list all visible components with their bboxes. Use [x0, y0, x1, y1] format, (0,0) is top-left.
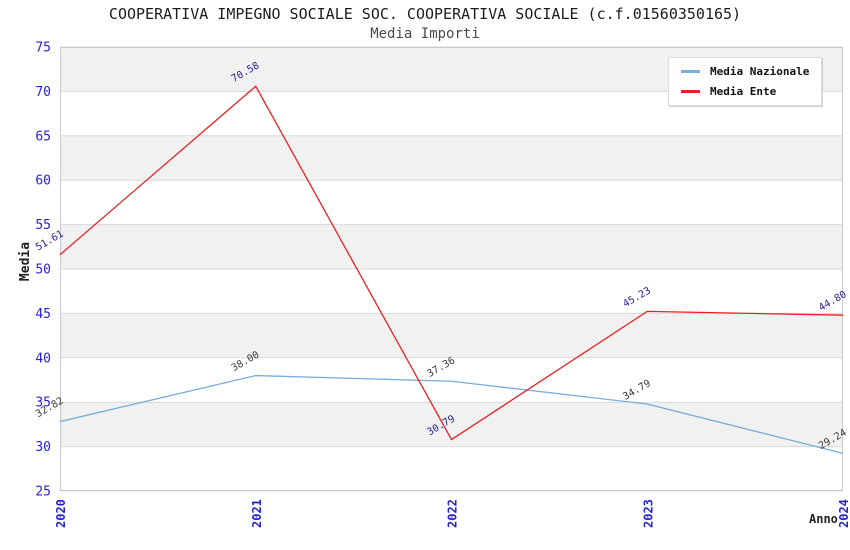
- y-tick-label: 50: [35, 263, 51, 278]
- y-tick-label: 40: [35, 351, 51, 366]
- grid-band: [60, 446, 843, 491]
- legend: Media Nazionale Media Ente: [668, 57, 823, 106]
- grid-band: [60, 357, 843, 403]
- y-tick-label: 55: [35, 218, 51, 233]
- y-tick-label: 65: [35, 129, 51, 144]
- series-line: [59, 374, 844, 454]
- chart-subtitle: Media Importi: [370, 26, 480, 42]
- y-tick-label: 35: [35, 396, 51, 411]
- legend-item-label: Media Nazionale: [710, 65, 810, 78]
- x-tick-label: 2023: [641, 499, 655, 528]
- legend-item-media-nazionale: Media Nazionale: [681, 65, 809, 78]
- y-tick-label: 70: [35, 85, 51, 100]
- x-tick-label: 2024: [837, 499, 850, 528]
- legend-item-label: Media Ente: [710, 85, 777, 98]
- x-tick-label: 2020: [54, 499, 68, 528]
- y-tick-label: 45: [35, 307, 51, 322]
- y-tick-label: 25: [35, 485, 51, 500]
- line-swatch-icon: [681, 70, 700, 73]
- y-tick-label: 30: [35, 440, 51, 455]
- grid-band: [60, 313, 843, 358]
- grid-band: [60, 269, 843, 314]
- y-tick-label: 60: [35, 174, 51, 189]
- x-tick-label: 2022: [446, 499, 460, 528]
- series-line: [59, 85, 844, 441]
- x-tick-label: 2021: [250, 499, 264, 528]
- plot-border: [60, 47, 843, 491]
- y-axis-title: Media: [18, 241, 34, 282]
- line-swatch-icon: [681, 90, 700, 93]
- y-tick-label: 75: [35, 41, 51, 56]
- grid-band: [60, 135, 843, 181]
- chart-title: COOPERATIVA IMPEGNO SOCIALE SOC. COOPERA…: [108, 5, 742, 23]
- grid-band: [60, 180, 843, 225]
- legend-item-media-ente: Media Ente: [681, 85, 809, 98]
- chart-plot-area: 25 30 35 40 45 50 55 60 65 70 75 2020 2021 2022 2023 20…: [34, 41, 850, 529]
- grid-band: [60, 224, 843, 269]
- x-axis-title: Anno: [809, 512, 838, 526]
